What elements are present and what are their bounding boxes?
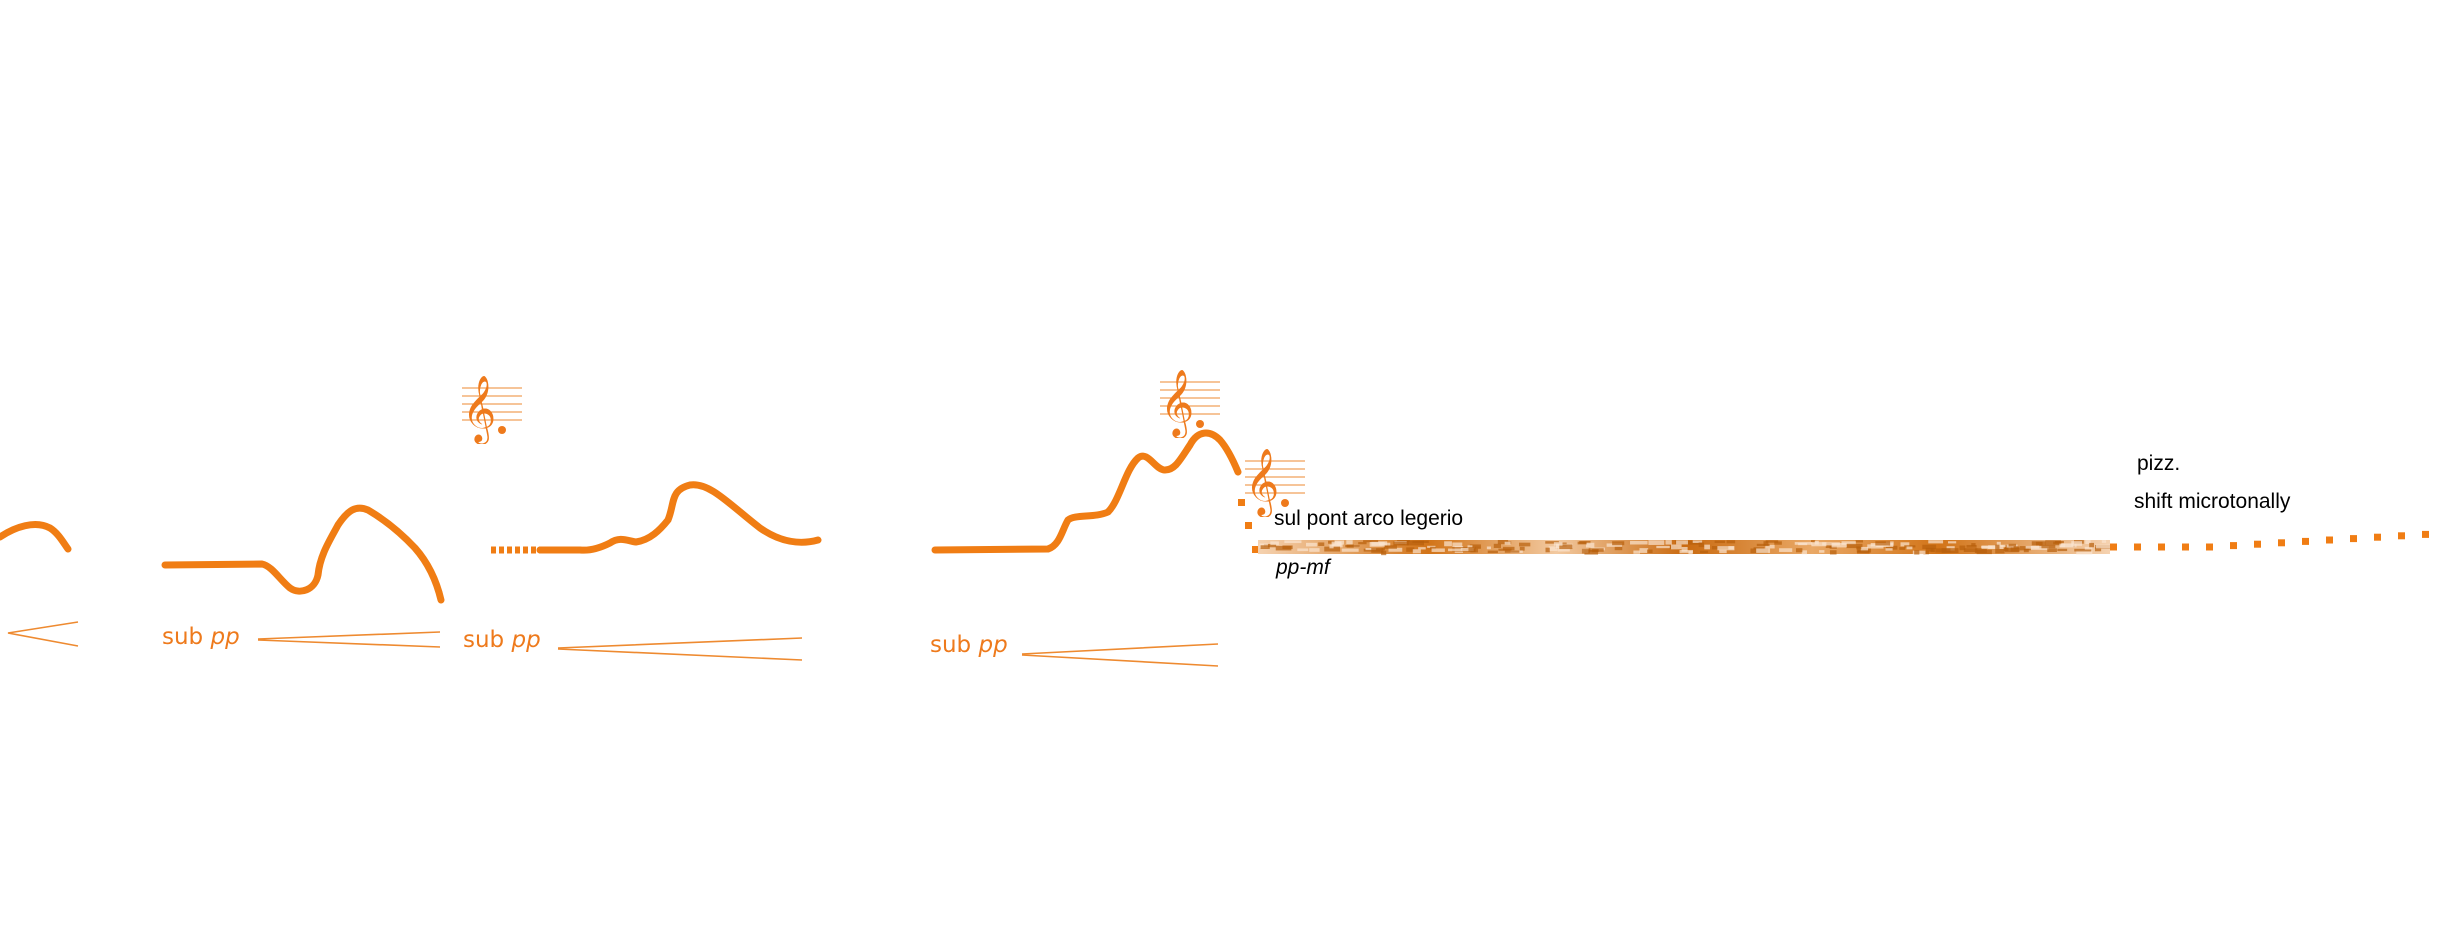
trail-dot bbox=[2302, 537, 2309, 545]
hairpin-decrescendo bbox=[7, 621, 79, 647]
technique-pizz: pizz. bbox=[2137, 452, 2181, 475]
note-dot bbox=[1252, 546, 1259, 553]
trail-dot bbox=[2398, 532, 2405, 540]
trail-dot bbox=[2206, 543, 2213, 551]
trail-dot bbox=[2182, 543, 2189, 551]
contour-line bbox=[931, 429, 1242, 554]
dynamic-pp-mf: pp-mf bbox=[1276, 556, 1330, 579]
note-dot bbox=[1238, 499, 1245, 506]
trail-dot bbox=[2158, 543, 2165, 551]
trail-dot bbox=[2254, 540, 2261, 548]
technique-shift: shift microtonally bbox=[2134, 490, 2291, 513]
technique-label: sul pont arco legerio bbox=[1274, 507, 1464, 530]
note-dot bbox=[1245, 522, 1252, 529]
trail-dot bbox=[2374, 533, 2381, 541]
hairpin-crescendo bbox=[257, 631, 441, 648]
contour-line bbox=[0, 521, 72, 553]
trail-dot bbox=[2422, 530, 2429, 538]
treble-clef-icon bbox=[462, 374, 522, 444]
treble-clef-icon bbox=[1160, 368, 1220, 438]
dynamic-sub-pp: sub pp bbox=[463, 627, 541, 653]
contour-line bbox=[161, 504, 445, 604]
trail-dot bbox=[2110, 543, 2117, 551]
trail-dot bbox=[2326, 536, 2333, 544]
trail-dot bbox=[2350, 535, 2357, 543]
contour-line bbox=[536, 481, 822, 554]
trail-dot bbox=[2278, 539, 2285, 547]
hairpin-crescendo bbox=[557, 637, 803, 661]
dynamic-sub-pp: sub pp bbox=[930, 632, 1008, 658]
dynamic-sub-pp: sub pp bbox=[162, 624, 240, 650]
dotted-line bbox=[2110, 530, 2429, 551]
hairpin-crescendo bbox=[1021, 643, 1219, 667]
trail-dot bbox=[2230, 542, 2237, 550]
trail-dot bbox=[2134, 543, 2141, 551]
texture-band bbox=[1258, 540, 2114, 556]
